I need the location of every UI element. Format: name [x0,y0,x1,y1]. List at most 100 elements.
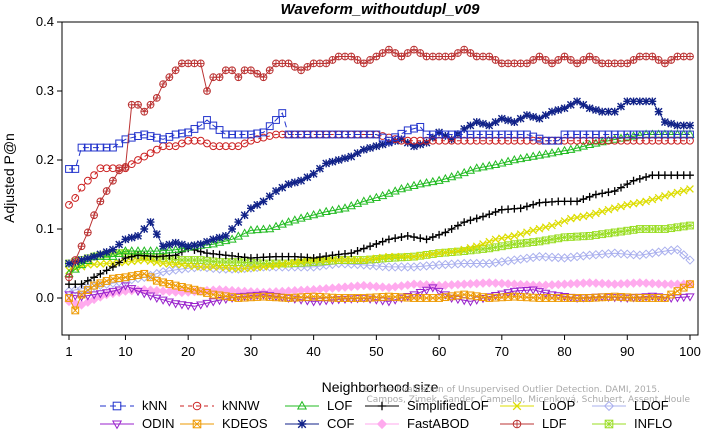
data-point-odin [183,302,193,311]
data-point-loop [604,205,613,214]
data-point-cof [83,254,92,263]
data-point-knnw [203,139,211,148]
data-point-odin [252,291,262,301]
data-point-ldof [610,248,620,258]
data-point-ldof [196,262,206,272]
data-point-ldf [397,52,406,61]
series-ldf [65,45,694,282]
data-point-ldf [686,52,694,61]
data-point-cof [178,240,186,249]
data-point-knn [140,130,149,139]
data-point-knn [491,130,500,139]
data-point-cof [585,104,594,113]
data-point-loop [535,224,544,233]
data-point-simplifiedlof [686,171,694,180]
data-point-ldf [460,45,469,54]
data-point-knn [297,130,305,139]
data-point-knn [341,130,349,139]
data-point-kdeos [623,293,632,302]
data-point-lof [252,224,262,234]
data-point-loop [228,264,236,273]
data-point-knn [240,130,249,139]
data-point-ldf [554,56,563,64]
data-point-odin [409,291,419,300]
data-point-knn [617,130,625,139]
data-point-knn [278,109,287,117]
data-point-ldof [377,261,388,272]
data-point-cof [635,97,644,106]
data-point-cof [303,173,312,182]
data-point-odin [515,287,526,296]
data-point-simplifiedlof [573,197,581,206]
data-point-cof [309,169,318,178]
data-point-fastabod [371,281,382,292]
data-point-kdeos [297,293,305,302]
data-point-lof [522,152,532,161]
data-point-cof [623,97,632,106]
series-simplifiedlof [65,171,694,289]
x-tick-label: 60 [432,344,446,359]
data-point-fastabod [660,279,670,289]
data-point-knnw [403,136,412,145]
data-point-cof [171,238,180,247]
data-point-cof [610,107,619,116]
legend-item-loop: LoOP [500,398,575,413]
data-point-cof [403,138,412,147]
data-point-knn [77,143,86,152]
data-point-simplifiedlof [215,250,224,259]
data-point-kdeos [259,292,268,301]
data-point-knnw [491,136,500,145]
data-point-odin [196,301,206,310]
data-point-knn [247,130,255,139]
data-point-lof [528,151,538,160]
data-point-kdeos [278,293,287,302]
legend-item-simplifiedlof: SimplifiedLOF [365,398,489,413]
data-point-fastabod [490,278,501,288]
data-point-simplifiedlof [635,174,644,183]
data-point-odin [403,293,413,302]
data-point-kdeos [642,294,650,302]
data-point-knnw [679,136,688,145]
data-point-ldf [523,59,531,68]
data-point-knn [359,130,368,139]
data-point-lof [566,144,576,153]
data-point-knnw [77,183,86,192]
data-point-simplifiedlof [109,263,117,271]
data-point-loop [403,252,412,261]
data-point-lof [559,145,570,155]
data-point-knn [221,130,230,139]
data-point-lof [371,192,382,201]
data-point-cof [472,118,481,126]
data-point-kdeos [428,294,437,302]
data-point-knn [648,130,657,139]
data-point-inflo [585,232,594,240]
data-point-loop [134,256,142,265]
data-point-cof [497,114,506,123]
data-point-fastabod [158,286,168,296]
data-point-lof [233,231,244,240]
data-point-odin [202,299,212,309]
data-point-cof [184,242,193,251]
data-point-knn [479,130,487,139]
data-point-simplifiedlof [96,269,105,278]
data-point-loop [215,263,224,271]
data-point-inflo [679,222,688,231]
data-point-lof [133,246,143,255]
data-point-inflo [541,236,550,245]
data-point-inflo [548,235,556,244]
data-point-ldf [466,49,475,57]
data-point-fastabod [597,278,607,289]
data-point-ldof [672,244,683,255]
data-point-cof [234,218,243,226]
data-point-simplifiedlof [203,249,211,258]
data-point-odin [534,288,545,297]
data-point-ldf [529,56,538,64]
data-point-simplifiedlof [604,188,613,197]
data-point-knnw [410,136,418,145]
series-line-loop [68,188,691,271]
data-point-inflo [529,238,538,247]
legend-marker-ldof [603,400,615,412]
data-point-kdeos [560,294,569,302]
data-point-ldf [65,273,73,282]
legend-marker-fastabod [376,418,388,430]
